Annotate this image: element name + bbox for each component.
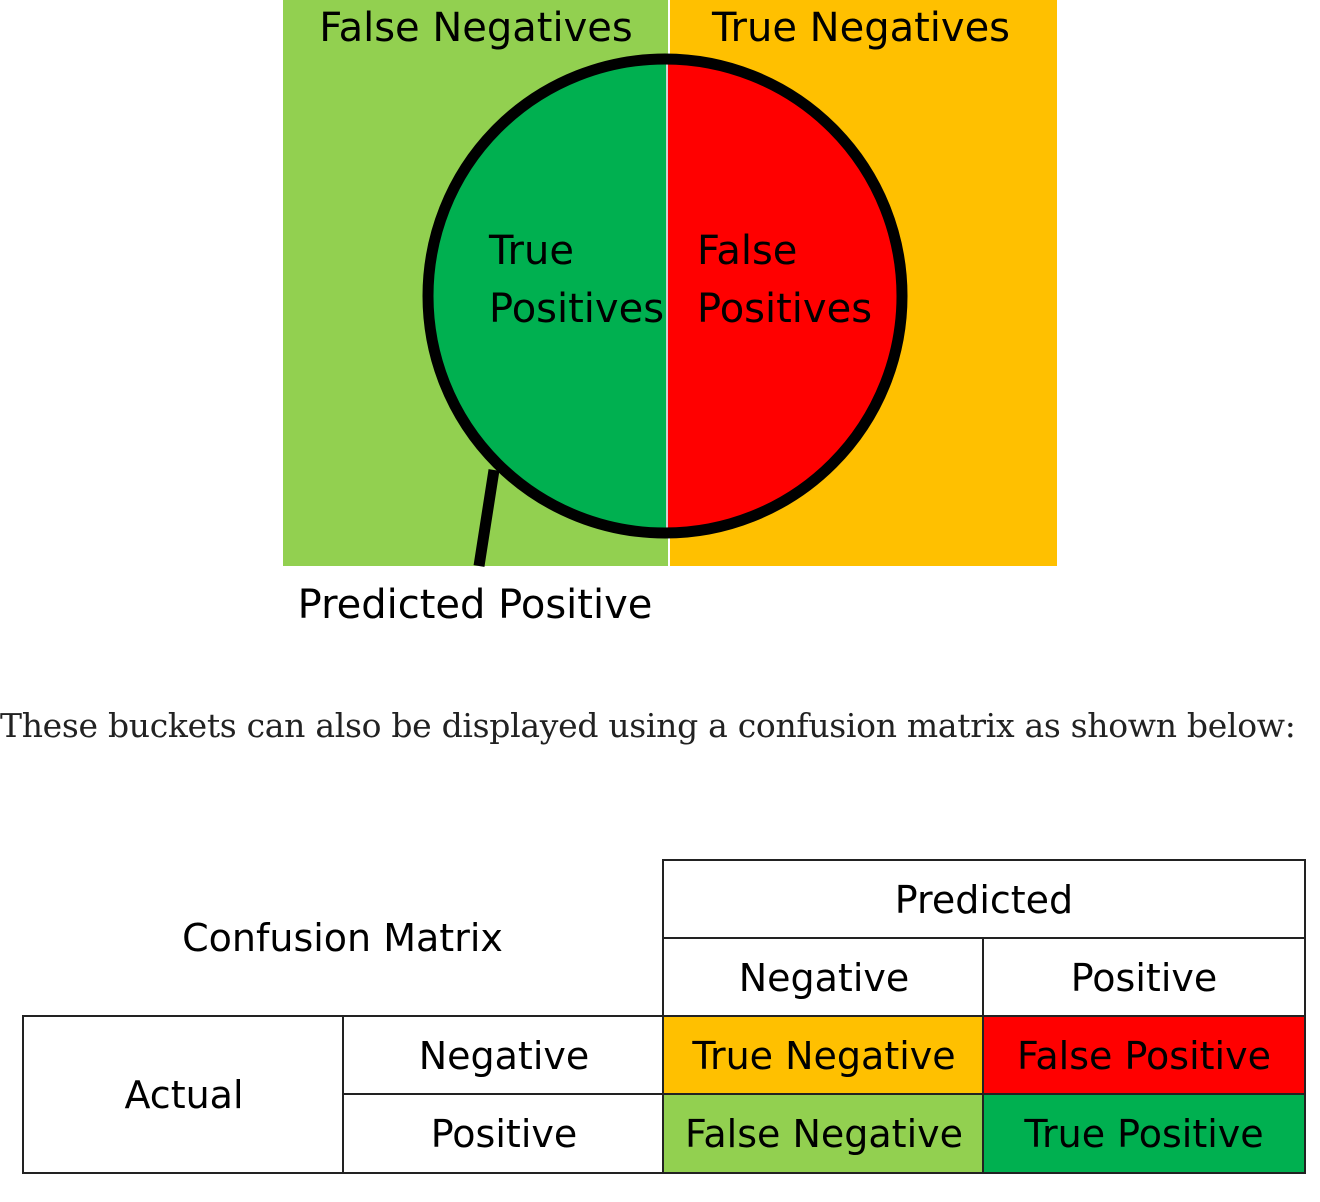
false-positives-label-line2: Positives (697, 286, 872, 332)
predicted-positive-label: Predicted Positive (298, 582, 653, 628)
actual-positive-header: Positive (342, 1093, 664, 1174)
true-positives-label-line1: True (488, 228, 574, 274)
false-negative-cell: False Negative (662, 1093, 984, 1174)
false-negatives-label: False Negatives (319, 5, 632, 51)
actual-header: Actual (22, 1015, 344, 1174)
matrix-title: Confusion Matrix (182, 916, 503, 960)
prediction-venn-diagram: False Negatives True Negatives True Posi… (283, 0, 1057, 628)
actual-negative-header: Negative (342, 1015, 664, 1095)
caption-text: These buckets can also be displayed usin… (0, 706, 1296, 745)
true-positives-label-line2: Positives (489, 286, 664, 332)
true-negative-cell: True Negative (662, 1015, 984, 1095)
true-negatives-label: True Negatives (711, 5, 1010, 51)
predicted-header: Predicted (662, 859, 1306, 939)
magnifier-handle (473, 469, 500, 567)
true-positive-cell: True Positive (982, 1093, 1306, 1174)
predicted-positive-circle (422, 53, 908, 539)
false-positive-cell: False Positive (982, 1015, 1306, 1095)
predicted-negative-header: Negative (662, 937, 984, 1017)
false-positives-label-line1: False (697, 228, 797, 274)
predicted-positive-header: Positive (982, 937, 1306, 1017)
